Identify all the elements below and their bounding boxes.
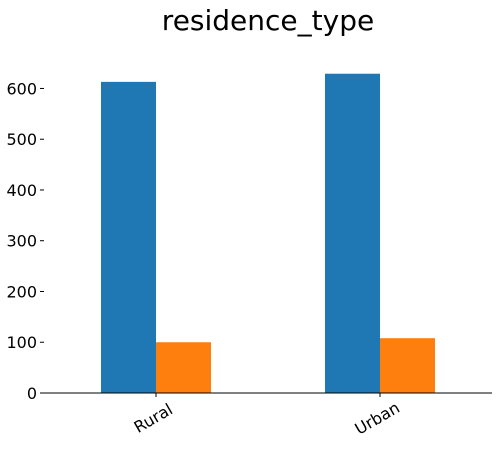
bar-urban-series-2	[380, 338, 435, 393]
y-tick-label: 500	[6, 130, 37, 149]
chart-title: residence_type	[162, 4, 374, 37]
y-tick-label: 300	[6, 232, 37, 251]
x-axis: Rural Urban	[44, 392, 492, 439]
y-tick-label: 100	[6, 333, 37, 352]
bar-rural-series-1	[101, 81, 156, 393]
x-tick-label: Rural	[131, 400, 176, 437]
y-axis: 0 100 200 300 400 500 600	[6, 79, 44, 403]
y-tick-label: 0	[27, 384, 37, 403]
bar-urban-series-1	[325, 73, 380, 393]
bars-group	[101, 73, 435, 393]
y-tick-label: 400	[6, 181, 37, 200]
y-tick-label: 200	[6, 282, 37, 301]
x-tick-label: Urban	[352, 398, 403, 439]
y-tick-label: 600	[6, 79, 37, 98]
bar-rural-series-2	[156, 342, 211, 393]
